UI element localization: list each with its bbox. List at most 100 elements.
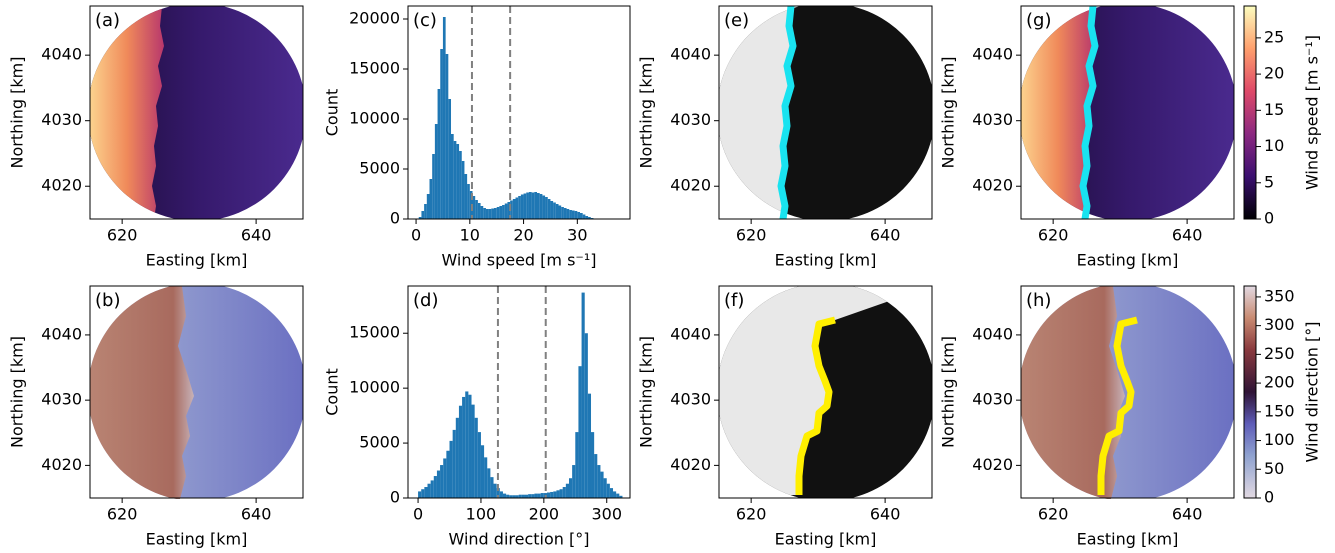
y-tick-label: 4020 — [972, 176, 1013, 195]
hist-bar — [553, 491, 557, 498]
colorbar-tick-label: 200 — [1264, 373, 1295, 392]
map-west — [719, 286, 835, 498]
panel-label: (b) — [95, 290, 120, 311]
hist-bar — [619, 495, 623, 498]
axes-frame — [407, 5, 631, 220]
hist-bar — [488, 209, 492, 219]
y-tick-label: 10000 — [349, 109, 400, 128]
hist-bar — [418, 217, 422, 219]
hist-bar — [521, 494, 525, 498]
hist-bar — [542, 195, 546, 219]
hist-bar — [487, 468, 491, 498]
axes-frame — [1020, 285, 1235, 499]
hist-bar — [434, 124, 438, 219]
colorbar-label: Wind direction [°] — [1303, 322, 1322, 463]
hist-bar — [440, 49, 443, 219]
y-tick-label: 4020 — [670, 455, 711, 474]
y-tick-label: 4020 — [670, 176, 711, 195]
hist-bar — [609, 488, 614, 498]
hist-bar — [485, 209, 489, 219]
hist-bar — [477, 203, 481, 219]
hist-bar — [571, 210, 575, 219]
y-tick-label: 4020 — [41, 455, 82, 474]
hist-bar — [580, 213, 583, 219]
hist-bar — [455, 417, 459, 498]
panel-label: (h) — [1026, 290, 1051, 311]
panel-label: (e) — [724, 10, 749, 31]
y-axis-label: Northing [km] — [939, 57, 958, 169]
hist-bar — [432, 154, 435, 219]
y-tick-label: 4020 — [972, 455, 1013, 474]
y-tick-label: 4030 — [670, 390, 711, 409]
colorbar-tick-label: 350 — [1264, 286, 1295, 305]
hist-bar — [528, 494, 532, 498]
hist-bar — [594, 454, 598, 498]
y-tick-label: 4040 — [972, 324, 1013, 343]
hist-bar — [616, 493, 620, 498]
hist-bar — [480, 206, 484, 219]
map-image — [719, 6, 932, 219]
x-tick-label: 0 — [413, 505, 423, 524]
hist-bar — [572, 465, 576, 498]
hist-bar — [558, 205, 562, 219]
hist-bar — [427, 483, 431, 498]
front-line — [1097, 316, 1138, 495]
hist-bar — [512, 199, 516, 219]
hist-bar — [437, 89, 441, 219]
x-tick-label: 200 — [529, 505, 560, 524]
hist-bar — [499, 206, 503, 219]
hist-bar — [496, 207, 500, 219]
colorbar-label: Wind speed [m s⁻¹] — [1303, 35, 1322, 190]
hist-bar — [502, 493, 507, 498]
colorbar — [1243, 5, 1257, 220]
hist-bar — [504, 203, 508, 219]
hist-bar — [499, 491, 503, 498]
panel-label: (g) — [1026, 10, 1051, 31]
hist-bar — [472, 196, 476, 219]
colorbar-tick-label: 5 — [1264, 172, 1274, 191]
y-axis-label: Northing [km] — [939, 336, 958, 448]
hist-bar — [462, 396, 466, 498]
axes-frame — [89, 285, 304, 499]
colorbar-tick-label: 50 — [1264, 459, 1284, 478]
x-axis-label: Easting [km] — [1077, 251, 1179, 270]
hist-bar — [480, 445, 485, 498]
hist-bar — [443, 458, 447, 498]
hist-bar — [494, 208, 497, 219]
hist-bar — [461, 161, 465, 219]
y-tick-label: 4030 — [972, 390, 1013, 409]
y-axis-label: Northing [km] — [637, 57, 656, 169]
panel-label: (a) — [95, 10, 120, 31]
y-axis-label: Northing [km] — [8, 336, 27, 448]
colorbar-tick-label: 300 — [1264, 315, 1295, 334]
hist-bar — [565, 483, 569, 498]
axes-frame — [407, 285, 631, 499]
hist-bar — [534, 493, 538, 498]
hist-bar — [442, 17, 446, 219]
hist-bar — [510, 200, 513, 219]
hist-bar — [606, 483, 610, 498]
hist-bar — [550, 491, 554, 498]
hist-bar — [566, 209, 570, 219]
colorbar-tick-label: 10 — [1264, 136, 1284, 155]
hist-bar — [493, 483, 497, 498]
colorbar — [1243, 285, 1257, 499]
y-tick-label: 5000 — [359, 159, 400, 178]
hist-bar — [509, 495, 513, 498]
hist-bar — [526, 192, 529, 219]
hist-bar — [523, 193, 527, 219]
hist-bar — [421, 489, 425, 498]
colorbar-tick-label: 20 — [1264, 64, 1284, 83]
x-axis-label: Easting [km] — [146, 251, 248, 270]
y-axis-label: Northing [km] — [637, 336, 656, 448]
hist-bar — [603, 478, 607, 498]
hist-bar — [474, 417, 478, 498]
hist-bar — [483, 208, 486, 219]
hist-bar — [502, 205, 505, 219]
x-tick-label: 620 — [1038, 226, 1069, 245]
hist-bar — [574, 211, 578, 219]
hist-bar — [459, 151, 462, 219]
x-tick-label: 20 — [513, 226, 533, 245]
y-tick-label: 4030 — [41, 110, 82, 129]
hist-bar — [575, 432, 579, 498]
